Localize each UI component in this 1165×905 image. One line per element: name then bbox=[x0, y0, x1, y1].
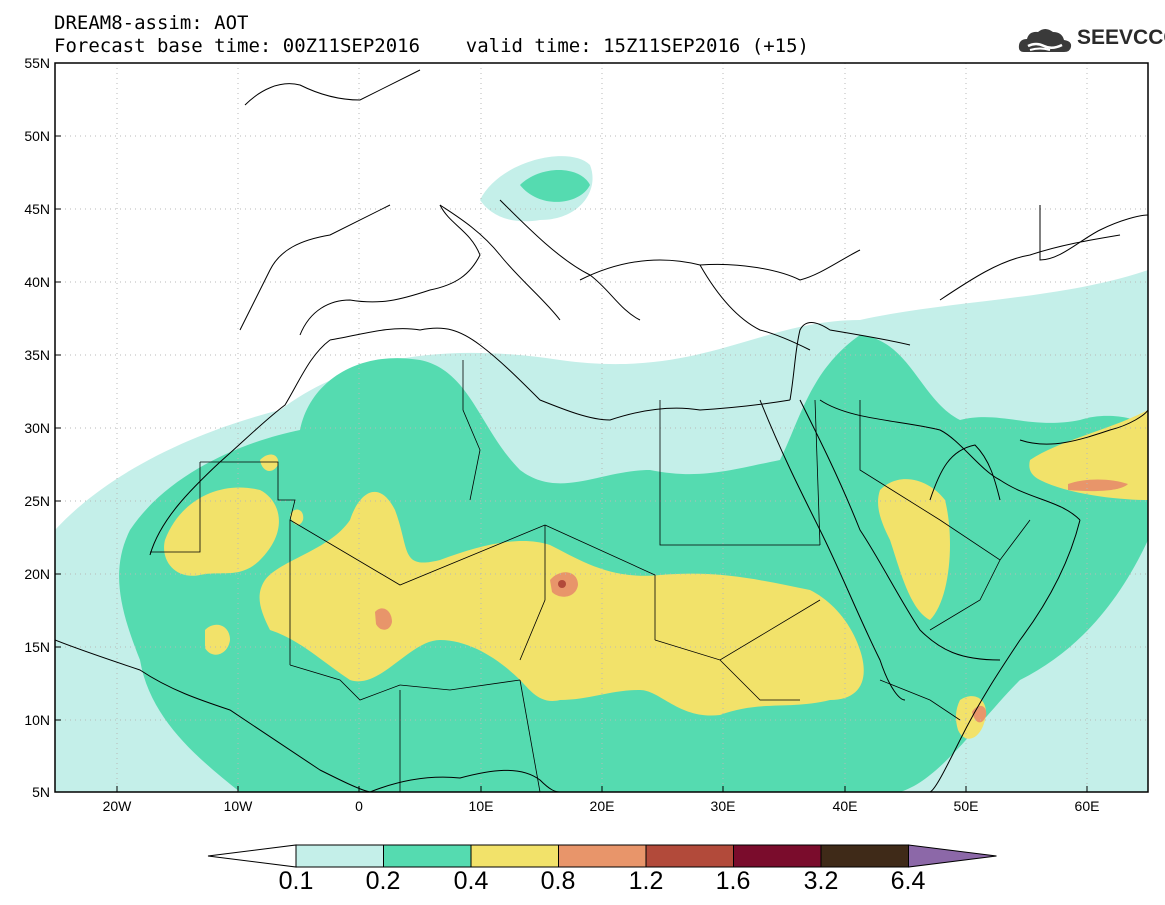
lat-label: 55N bbox=[24, 55, 50, 71]
colorbar-cell-under bbox=[207, 844, 297, 868]
colorbar-cell bbox=[470, 844, 559, 868]
lat-label: 50N bbox=[24, 128, 50, 144]
colorbar-label: 0.2 bbox=[365, 867, 401, 895]
graticule bbox=[55, 63, 1148, 792]
lat-label: 30N bbox=[24, 420, 50, 436]
logo-text: SEEVCCC bbox=[1077, 26, 1165, 49]
aot-level-0.2 bbox=[119, 170, 1148, 792]
colorbar-label: 1.6 bbox=[715, 867, 751, 895]
aot-level-0.4 bbox=[164, 410, 1148, 739]
lat-label: 20N bbox=[24, 566, 50, 582]
colorbar-cell bbox=[645, 844, 734, 868]
colorbar-cell bbox=[295, 844, 384, 868]
colorbar-cell-over bbox=[908, 844, 997, 868]
map-title: DREAM8-assim: AOT bbox=[54, 12, 249, 34]
lon-label: 50E bbox=[953, 798, 979, 814]
borders bbox=[150, 360, 1031, 792]
colorbar-label: 0.8 bbox=[540, 867, 576, 895]
lon-label: 20E bbox=[589, 798, 615, 814]
colorbar-label: 0.1 bbox=[278, 867, 314, 895]
colorbar-label: 1.2 bbox=[628, 867, 664, 895]
colorbar-cell bbox=[733, 844, 822, 868]
colorbar-cell bbox=[383, 844, 472, 868]
lat-label: 5N bbox=[32, 784, 50, 800]
lon-label: 40E bbox=[832, 798, 858, 814]
lon-label: 30E bbox=[710, 798, 736, 814]
lat-label: 45N bbox=[24, 201, 50, 217]
cloud-icon bbox=[1018, 29, 1072, 52]
aot-level-1.2 bbox=[558, 580, 566, 588]
seevccc-logo bbox=[1018, 29, 1072, 52]
lat-label: 10N bbox=[24, 712, 50, 728]
forecast-time-line: Forecast base time: 00Z11SEP2016 valid t… bbox=[54, 35, 809, 57]
lon-label: 10W bbox=[223, 798, 253, 814]
lat-label: 25N bbox=[24, 493, 50, 509]
colorbar-label: 3.2 bbox=[803, 867, 839, 895]
lon-label: 20W bbox=[102, 798, 132, 814]
colorbar-cell bbox=[558, 844, 647, 868]
lat-label: 35N bbox=[24, 347, 50, 363]
colorbar-cell bbox=[820, 844, 909, 868]
colorbar-label: 6.4 bbox=[890, 867, 926, 895]
colorbar-label: 0.4 bbox=[453, 867, 489, 895]
lon-label: 10E bbox=[468, 798, 494, 814]
colorbar bbox=[207, 844, 997, 868]
lat-label: 40N bbox=[24, 274, 50, 290]
axis-ticks bbox=[55, 135, 1088, 792]
lon-label: 60E bbox=[1074, 798, 1100, 814]
coastlines bbox=[55, 69, 1148, 792]
lat-label: 15N bbox=[24, 639, 50, 655]
lon-label: 0 bbox=[355, 798, 363, 814]
